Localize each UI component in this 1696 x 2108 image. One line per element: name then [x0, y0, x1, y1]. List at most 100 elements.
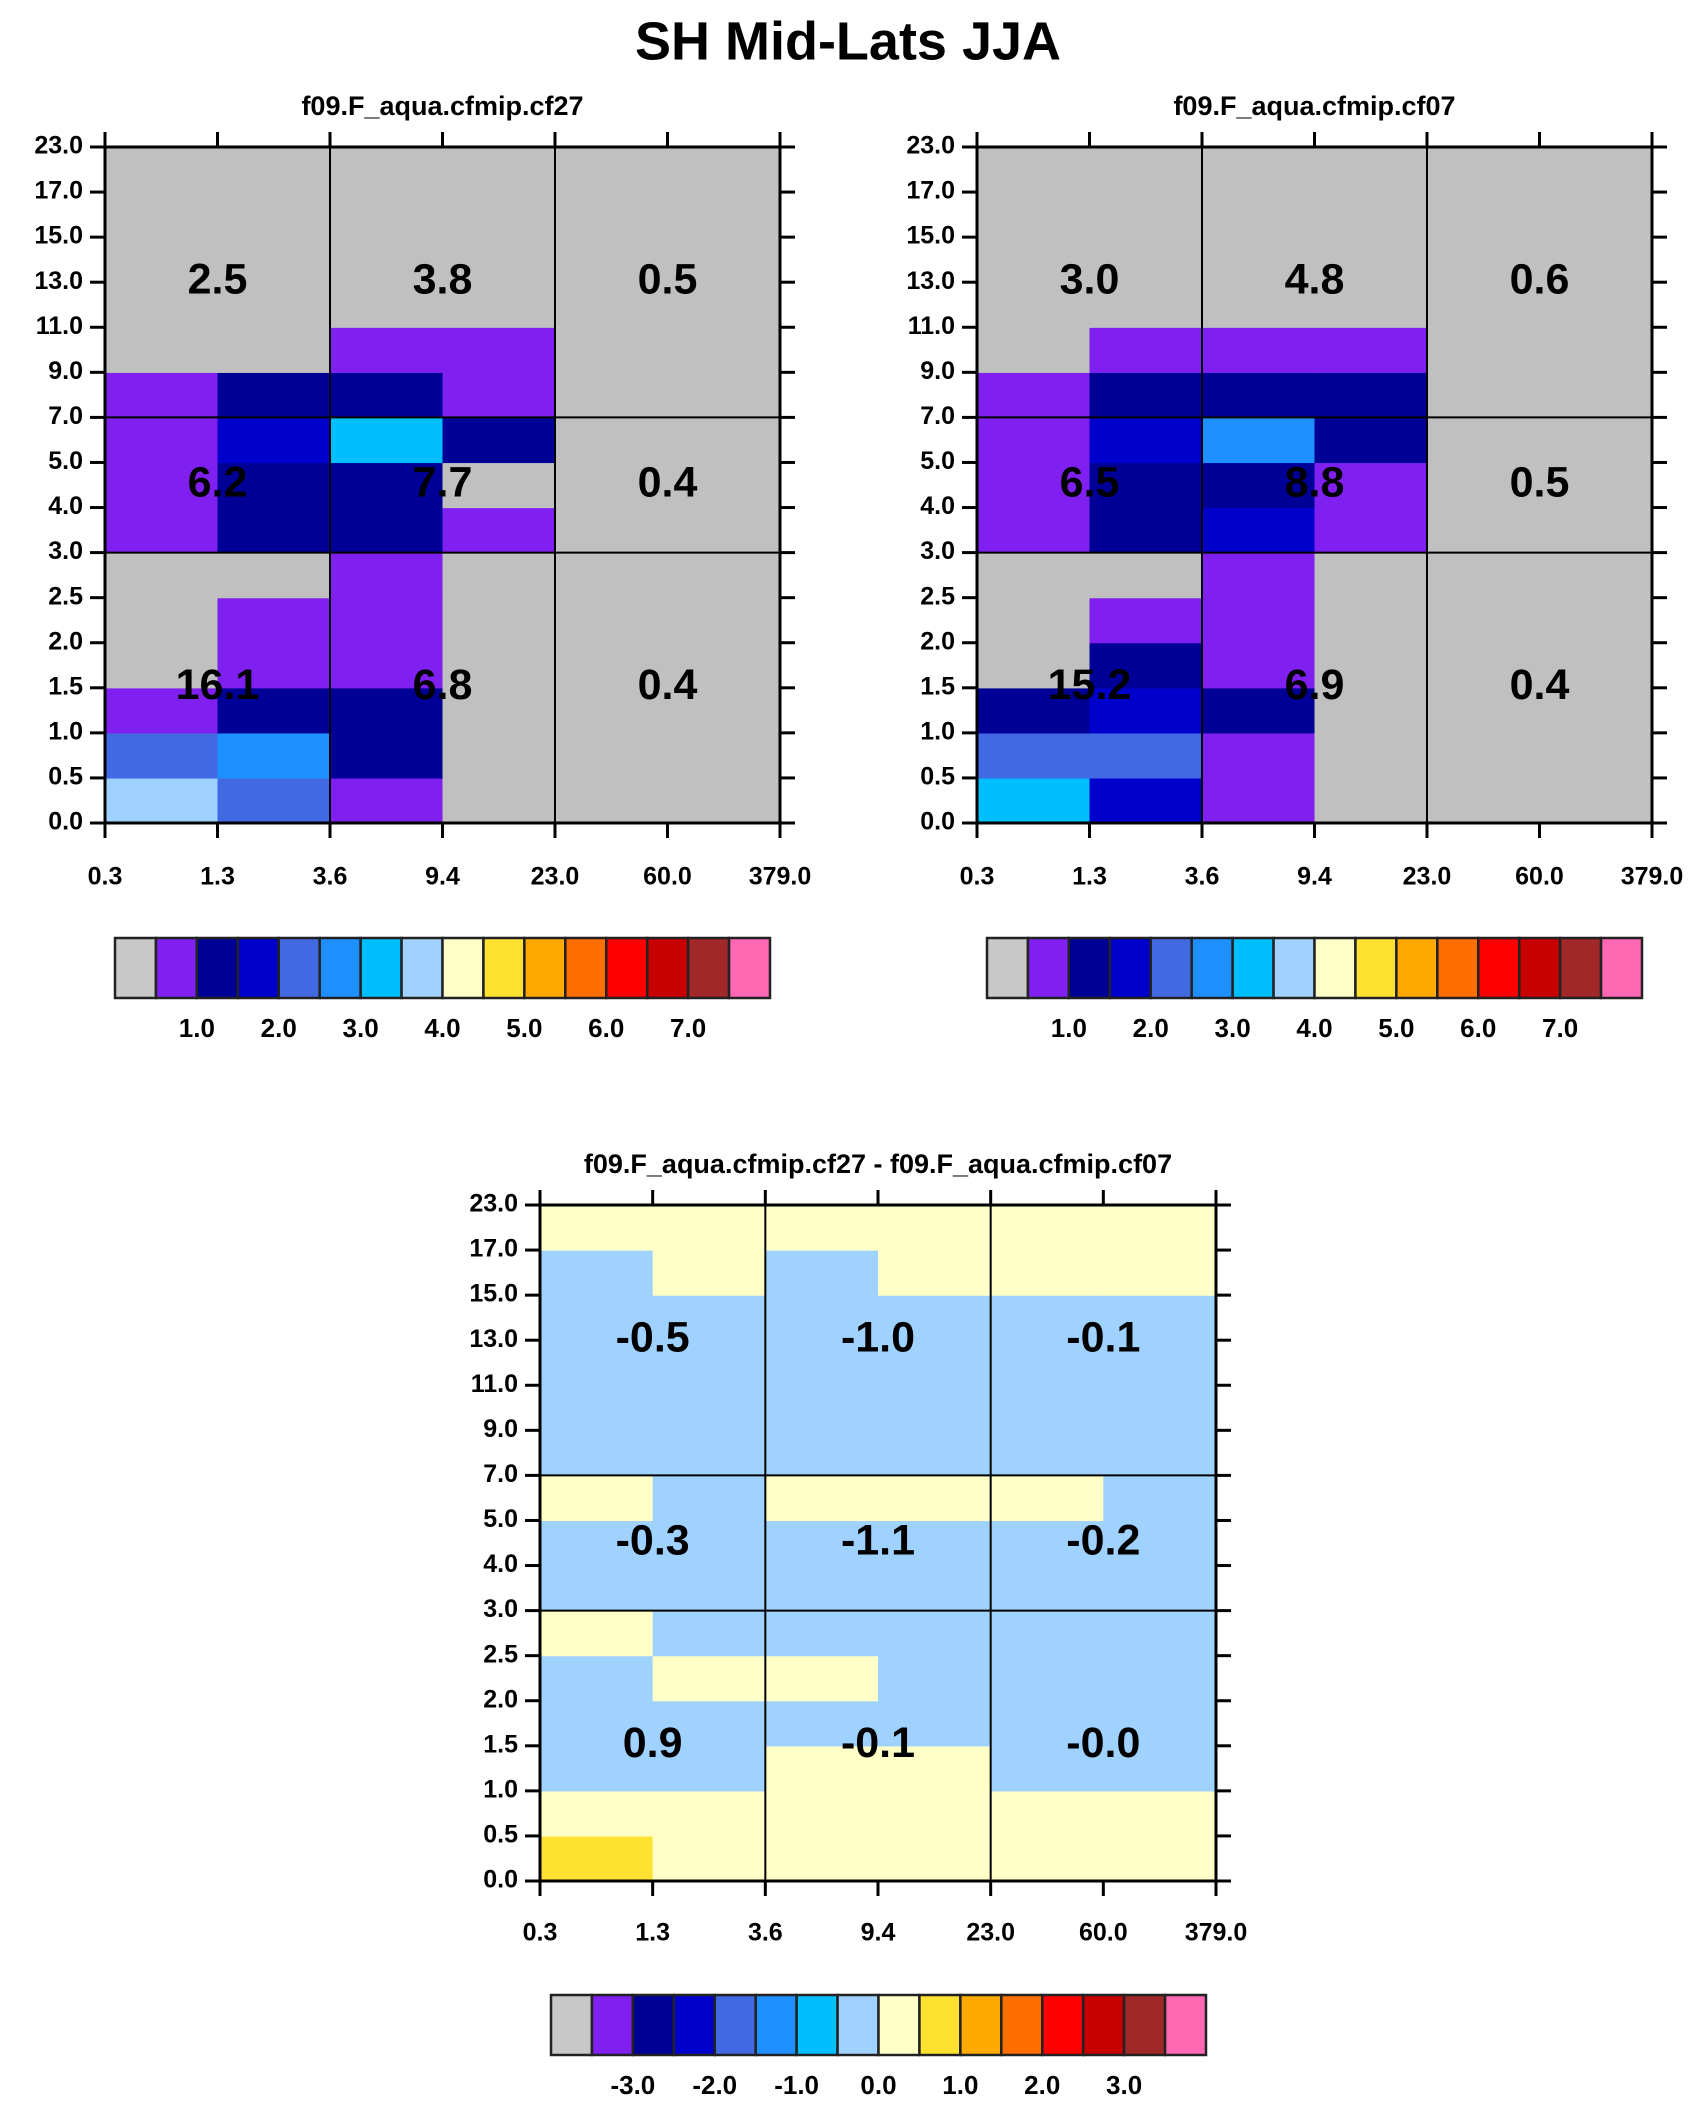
- legend-swatch: [1558, 936, 1603, 1000]
- y-tick-label: 0.5: [48, 763, 83, 791]
- heatmap-cell: [1089, 327, 1203, 373]
- y-tick-label: 15.0: [906, 222, 955, 250]
- heatmap-cell: [540, 1430, 654, 1476]
- heatmap-cell: [330, 642, 444, 689]
- heatmap-cell: [1089, 552, 1203, 599]
- group-value-label: -0.1: [841, 1719, 915, 1767]
- legend-label: -3.0: [610, 2070, 655, 2100]
- legend-label: 4.0: [1296, 1013, 1332, 1043]
- heatmap-cell: [330, 462, 444, 509]
- heatmap-cell: [652, 1205, 766, 1251]
- heatmap-cell: [540, 1295, 654, 1341]
- group-value-label: 15.2: [1048, 661, 1132, 709]
- heatmap-cell: [977, 237, 1091, 283]
- y-tick-label: 7.0: [48, 402, 83, 430]
- y-tick-label: 13.0: [906, 267, 955, 295]
- heatmap-cell: [667, 732, 781, 779]
- heatmap-cell: [1103, 1835, 1217, 1882]
- heatmap-cell: [217, 417, 331, 464]
- y-tick-label: 0.0: [48, 808, 83, 836]
- heatmap-cell: [977, 687, 1091, 734]
- legend-label: 2.0: [1024, 2070, 1060, 2100]
- heatmap-cell: [1427, 417, 1541, 464]
- legend-swatch: [1272, 936, 1316, 1000]
- panel-title: f09.F_aqua.cfmip.cf27: [301, 91, 583, 121]
- heatmap-cell: [1427, 282, 1541, 328]
- y-tick-label: 17.0: [34, 177, 83, 205]
- heatmap-cell: [1202, 597, 1316, 644]
- heatmap-cell: [977, 327, 1091, 373]
- heatmap-cell: [555, 642, 669, 689]
- legend-swatch: [713, 1993, 757, 2057]
- heatmap-cell: [1427, 327, 1541, 373]
- heatmap-cell: [990, 1835, 1104, 1882]
- legend-swatch: [590, 1993, 635, 2057]
- legend-label: -1.0: [774, 2070, 819, 2100]
- y-tick-label: 23.0: [469, 1190, 518, 1218]
- heatmap-cell: [217, 462, 331, 509]
- heatmap-cell: [1314, 237, 1428, 283]
- heatmap-cell: [105, 732, 219, 779]
- heatmap-cell: [878, 1745, 992, 1792]
- y-tick-label: 2.0: [920, 627, 955, 655]
- legend-swatch: [1081, 1993, 1126, 2057]
- heatmap-cell: [217, 237, 331, 283]
- y-tick-label: 3.0: [483, 1595, 518, 1623]
- heatmap-cell: [878, 1790, 992, 1837]
- legend-swatch: [1067, 936, 1112, 1000]
- group-value-label: 3.0: [1060, 256, 1120, 304]
- heatmap-cell: [977, 552, 1091, 599]
- heatmap-cell: [1427, 372, 1541, 418]
- heatmap-cell: [667, 642, 781, 689]
- heatmap-cell: [990, 1385, 1104, 1431]
- heatmap-cell: [652, 1745, 766, 1792]
- group-value-label: 7.7: [413, 458, 473, 506]
- heatmap-cell: [1103, 1475, 1217, 1522]
- y-tick-label: 1.0: [920, 717, 955, 745]
- heatmap-cell: [540, 1745, 654, 1792]
- heatmap-cell: [977, 507, 1091, 554]
- y-tick-label: 9.0: [920, 357, 955, 385]
- heatmap-cell: [1089, 462, 1203, 509]
- legend-swatch: [549, 1993, 594, 2057]
- group-value-label: 0.5: [638, 256, 698, 304]
- y-tick-label: 5.0: [920, 447, 955, 475]
- heatmap-cell: [765, 1385, 879, 1431]
- heatmap-cell: [555, 192, 669, 238]
- color-legend: -3.0 -2.0 -1.0 0.0 1.0 2.0 3.0: [549, 1993, 1208, 2100]
- legend-swatch: [1313, 936, 1357, 1000]
- heatmap-cell: [1089, 687, 1203, 734]
- heatmap-cell: [990, 1205, 1104, 1251]
- x-tick-label: 60.0: [1515, 863, 1564, 891]
- heatmap-cell: [330, 597, 444, 644]
- y-tick-label: 1.5: [920, 672, 955, 700]
- heatmap-cell: [1427, 777, 1541, 824]
- color-legend: 1.0 2.0 3.0 4.0 5.0 6.0 7.0: [985, 936, 1644, 1043]
- heatmap-cell: [330, 777, 444, 824]
- panel-2: f09.F_aqua.cfmip.cf07 0.0 0.5 1.0 1.5 2.0 2.5 3…: [906, 91, 1683, 1043]
- legend-label: 1.0: [1051, 1013, 1087, 1043]
- group-value-label: 6.5: [1060, 458, 1120, 506]
- heatmap-cell: [1103, 1205, 1217, 1251]
- legend-swatch: [1517, 936, 1562, 1000]
- x-tick-label: 0.3: [88, 863, 123, 891]
- heatmap-cell: [667, 417, 781, 464]
- heatmap-cell: [878, 1340, 992, 1386]
- heatmap-cell: [1103, 1565, 1217, 1612]
- group-value-label: 2.5: [188, 256, 248, 304]
- heatmap-cell: [667, 282, 781, 328]
- heatmap-cell: [105, 462, 219, 509]
- heatmap-cell: [217, 327, 331, 373]
- heatmap-cell: [990, 1565, 1104, 1612]
- y-tick-label: 1.5: [48, 672, 83, 700]
- panel-title: f09.F_aqua.cfmip.cf07: [1173, 91, 1455, 121]
- legend-swatch: [113, 936, 158, 1000]
- heatmap-cell: [330, 417, 444, 464]
- heatmap-cell: [652, 1565, 766, 1612]
- heatmap-cell: [990, 1340, 1104, 1386]
- heatmap-cell: [1202, 417, 1316, 464]
- y-tick-label: 0.0: [483, 1866, 518, 1894]
- heatmap-cell: [1314, 372, 1428, 418]
- x-tick-label: 3.6: [748, 1919, 783, 1947]
